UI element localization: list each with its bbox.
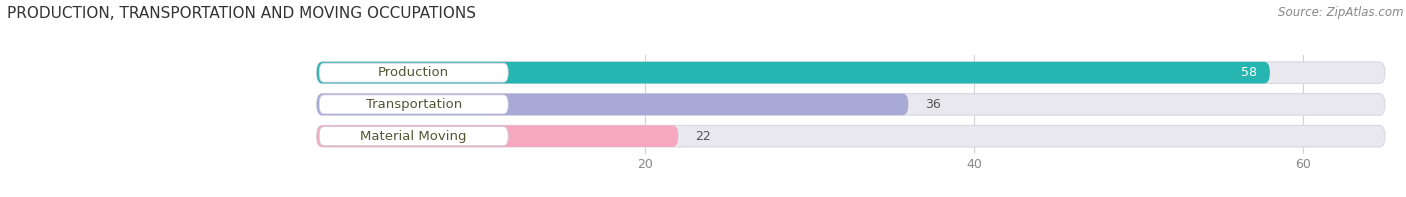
FancyBboxPatch shape xyxy=(316,62,1270,84)
FancyBboxPatch shape xyxy=(319,95,508,114)
Text: PRODUCTION, TRANSPORTATION AND MOVING OCCUPATIONS: PRODUCTION, TRANSPORTATION AND MOVING OC… xyxy=(7,6,477,21)
FancyBboxPatch shape xyxy=(316,94,908,115)
FancyBboxPatch shape xyxy=(316,125,1385,147)
Text: Transportation: Transportation xyxy=(366,98,461,111)
Text: Material Moving: Material Moving xyxy=(360,130,467,143)
Text: 58: 58 xyxy=(1240,66,1257,79)
FancyBboxPatch shape xyxy=(316,125,678,147)
Text: Source: ZipAtlas.com: Source: ZipAtlas.com xyxy=(1278,6,1403,19)
Text: 36: 36 xyxy=(925,98,941,111)
FancyBboxPatch shape xyxy=(319,63,508,82)
Text: 22: 22 xyxy=(695,130,710,143)
FancyBboxPatch shape xyxy=(319,127,508,146)
Text: Production: Production xyxy=(378,66,450,79)
FancyBboxPatch shape xyxy=(316,94,1385,115)
FancyBboxPatch shape xyxy=(316,62,1385,84)
